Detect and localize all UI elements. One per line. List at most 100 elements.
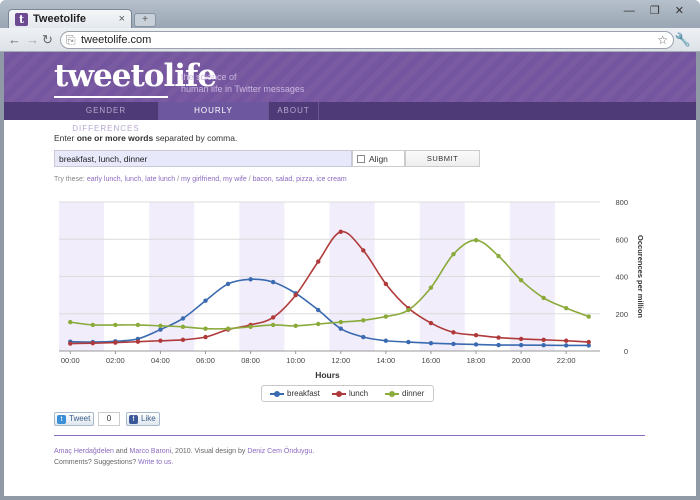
intro-suffix: separated by comma. bbox=[153, 133, 238, 143]
data-point-breakfast bbox=[496, 342, 501, 348]
intro-bold: one or more words bbox=[76, 133, 154, 143]
like-label: Like bbox=[141, 414, 156, 423]
suggestions: Try these: early lunch, lunch, late lunc… bbox=[54, 176, 347, 183]
instructions: Enter one or more words separated by com… bbox=[54, 133, 237, 143]
submit-button[interactable]: SUBMIT bbox=[405, 150, 480, 167]
tagline-line-1: the science of bbox=[181, 72, 237, 82]
logo-underline bbox=[54, 96, 168, 98]
suggestion-lunch[interactable]: early lunch, lunch, late lunch bbox=[86, 176, 176, 183]
data-point-dinner bbox=[361, 318, 366, 323]
legend-item-breakfast[interactable]: breakfast bbox=[270, 389, 320, 398]
back-arrow-icon[interactable]: ← bbox=[8, 32, 21, 47]
site-logo[interactable]: tweetolife bbox=[54, 58, 217, 94]
data-point-dinner bbox=[158, 323, 163, 329]
y-tick-label: 0 bbox=[624, 347, 628, 356]
tab-title: Tweetolife bbox=[33, 13, 86, 25]
site-header: tweetolife the science of human life in … bbox=[4, 52, 696, 102]
data-point-dinner bbox=[68, 319, 73, 325]
data-point-dinner bbox=[338, 319, 343, 325]
legend-swatch bbox=[332, 390, 346, 397]
site-footer: Amaç Herdağdelen and Marco Baroni, 2010.… bbox=[54, 446, 314, 468]
data-point-dinner bbox=[518, 278, 524, 283]
close-tab-icon[interactable]: × bbox=[118, 13, 125, 25]
data-point-breakfast bbox=[541, 343, 546, 348]
browser-tab[interactable]: t Tweetolife × bbox=[8, 9, 132, 29]
legend-item-lunch[interactable]: lunch bbox=[332, 389, 368, 398]
y-tick-label: 600 bbox=[615, 235, 628, 244]
data-point-lunch bbox=[586, 339, 591, 345]
window-controls[interactable]: — ❐ ✕ bbox=[623, 5, 690, 17]
data-point-breakfast bbox=[361, 334, 366, 340]
footer-credits: Amaç Herdağdelen and Marco Baroni, 2010.… bbox=[54, 446, 314, 457]
footer-and: and bbox=[113, 448, 130, 455]
tagline: the science of human life in Twitter mes… bbox=[181, 71, 304, 95]
try-prefix: Try these: bbox=[54, 176, 87, 183]
page-icon: ⎘ bbox=[66, 33, 76, 47]
designer-link[interactable]: Deniz Cem Önduygu bbox=[247, 448, 313, 455]
data-point-breakfast bbox=[428, 340, 434, 346]
data-point-breakfast bbox=[406, 339, 411, 345]
data-point-breakfast bbox=[338, 326, 343, 331]
data-point-lunch bbox=[203, 334, 208, 340]
data-point-lunch bbox=[293, 292, 298, 298]
tab-gender-differences[interactable]: GENDER DIFFERENCES bbox=[54, 102, 159, 133]
author-link-2[interactable]: Marco Baroni bbox=[129, 448, 172, 455]
data-point-dinner bbox=[248, 324, 253, 329]
data-point-lunch bbox=[361, 248, 366, 253]
suggestion-food[interactable]: bacon, salad, pizza, ice cream bbox=[252, 176, 347, 183]
wrench-icon[interactable]: 🔧 bbox=[674, 32, 691, 47]
x-tick-label: 12:00 bbox=[331, 356, 350, 365]
data-point-dinner bbox=[496, 253, 501, 259]
tab-hourly-differences[interactable]: HOURLY DIFFERENCES bbox=[159, 102, 269, 133]
x-tick-label: 20:00 bbox=[512, 356, 531, 365]
url-text: tweetolife.com bbox=[81, 34, 152, 46]
data-point-breakfast bbox=[180, 316, 186, 321]
data-point-dinner bbox=[270, 322, 276, 328]
author-link-1[interactable]: Amaç Herdağdelen bbox=[54, 448, 114, 455]
data-point-lunch bbox=[90, 340, 96, 346]
browser-toolbar: ← → ↻ ⎘ tweetolife.com ☆ 🔧 bbox=[0, 28, 700, 52]
y-tick-label: 200 bbox=[615, 310, 628, 319]
like-button[interactable]: f Like bbox=[126, 412, 160, 426]
data-point-dinner bbox=[316, 321, 321, 327]
footer-contact: Comments? Suggestions? Write to us. bbox=[54, 457, 314, 468]
data-point-dinner bbox=[563, 305, 569, 311]
data-point-lunch bbox=[383, 281, 389, 287]
x-tick-label: 06:00 bbox=[196, 356, 215, 365]
footer-period: . bbox=[312, 448, 315, 455]
tweet-button[interactable]: t Tweet bbox=[54, 412, 95, 426]
x-tick-label: 18:00 bbox=[467, 356, 486, 365]
data-point-lunch bbox=[563, 338, 569, 343]
data-point-lunch bbox=[158, 338, 163, 343]
data-point-breakfast bbox=[270, 279, 276, 285]
data-point-lunch bbox=[270, 315, 276, 320]
separator: / bbox=[246, 176, 253, 183]
x-tick-label: 22:00 bbox=[557, 356, 576, 365]
align-toggle[interactable]: Align bbox=[352, 150, 405, 167]
twitter-icon: t bbox=[57, 415, 66, 424]
address-bar[interactable]: ⎘ tweetolife.com ☆ bbox=[60, 31, 674, 49]
reload-icon[interactable]: ↻ bbox=[42, 32, 53, 47]
data-point-breakfast bbox=[225, 281, 231, 287]
data-point-lunch bbox=[338, 229, 343, 234]
suggestion-relationship[interactable]: my girlfriend, my wife bbox=[181, 176, 247, 183]
legend-swatch bbox=[270, 390, 284, 397]
forward-arrow-icon[interactable]: → bbox=[26, 32, 39, 47]
words-input[interactable]: breakfast, lunch, dinner bbox=[54, 150, 352, 167]
data-point-dinner bbox=[90, 322, 96, 328]
legend-item-dinner[interactable]: dinner bbox=[385, 389, 424, 398]
contact-link[interactable]: Write to us. bbox=[138, 459, 174, 466]
x-tick-label: 14:00 bbox=[376, 356, 395, 365]
legend-label: lunch bbox=[349, 389, 369, 398]
data-point-lunch bbox=[180, 337, 186, 343]
tab-about[interactable]: ABOUT bbox=[269, 102, 319, 120]
data-point-breakfast bbox=[383, 338, 389, 343]
data-point-breakfast bbox=[203, 298, 208, 303]
hourly-chart: 0 200 400 600 800 00:00 02:00 04:00 06:00 08:00 10… bbox=[59, 198, 645, 380]
new-tab-button[interactable]: + bbox=[134, 13, 156, 27]
legend-dot bbox=[336, 390, 342, 397]
align-checkbox[interactable] bbox=[357, 155, 365, 163]
x-axis-title: Hours bbox=[315, 370, 340, 380]
data-point-lunch bbox=[496, 335, 501, 340]
star-icon[interactable]: ☆ bbox=[657, 33, 668, 47]
